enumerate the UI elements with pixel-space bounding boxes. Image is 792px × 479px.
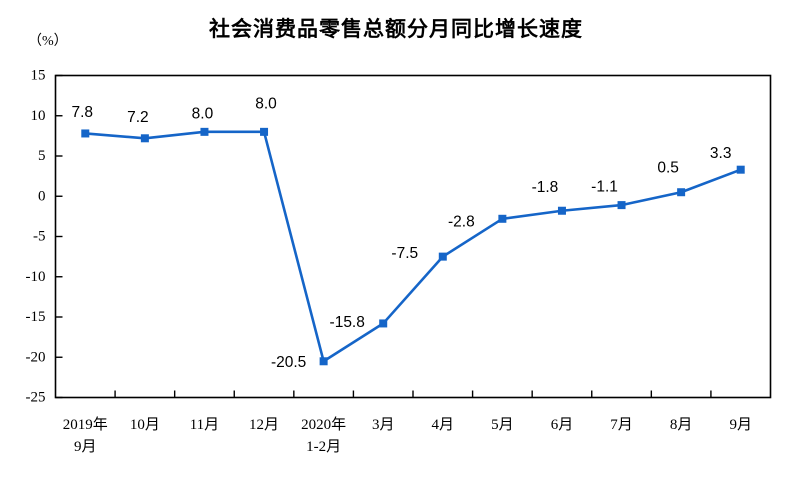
x-axis-category-label: 4月 [432,417,455,433]
data-point-label: -7.5 [391,245,418,262]
x-axis-category-label: 12月 [249,417,279,433]
data-point-marker [677,188,686,197]
data-point-label: 8.0 [255,95,277,112]
x-axis-category-label: 11月 [190,417,219,433]
x-axis-category-label: 2020年 [301,416,346,433]
data-point-label: -1.8 [532,179,559,196]
data-point-marker [617,201,626,210]
data-point-label: 3.3 [710,145,732,162]
data-point-marker [200,127,209,136]
data-point-marker [736,165,745,174]
data-point-marker [557,206,566,215]
x-axis-category-label: 1-2月 [306,439,341,455]
y-axis-unit-label: （%） [28,34,68,49]
y-axis-tick-label: -5 [33,229,46,245]
x-axis-category-label: 7月 [610,417,633,433]
y-axis-tick-label: -20 [26,349,46,365]
data-point-label: 0.5 [657,160,679,177]
x-axis-category-label: 9月 [729,417,752,433]
data-point-marker [498,214,507,223]
y-axis-tick-label: -10 [26,269,46,285]
data-point-label: 7.8 [72,104,94,121]
data-point-marker [319,357,328,366]
x-axis-category-label: 3月 [372,417,395,433]
data-point-label: 8.0 [192,105,214,122]
data-point-label: -2.8 [448,213,475,230]
data-point-label: -15.8 [330,314,365,331]
data-point-label: 7.2 [127,109,149,126]
y-axis-tick-label: -15 [26,309,46,325]
data-point-marker [260,127,269,136]
x-axis-category-label: 8月 [670,417,693,433]
data-point-marker [379,319,388,328]
y-axis-tick-label: -25 [26,390,46,406]
x-axis-category-label: 6月 [551,417,574,433]
chart-title: 社会消费品零售总额分月同比增长速度 [209,18,583,41]
data-point-marker [140,134,149,143]
y-axis-tick-label: 5 [38,148,46,164]
data-point-marker [438,252,447,261]
plot-area-border [54,74,772,399]
x-axis-category-label: 10月 [130,417,160,433]
data-point-label: -1.1 [591,179,618,196]
y-axis-tick-label: 10 [31,108,46,124]
x-axis-category-label: 5月 [491,417,514,433]
data-point-label: -20.5 [271,354,306,371]
x-axis-category-label: 9月 [74,439,97,455]
y-axis-tick-label: 15 [31,68,46,84]
data-line-series [85,130,742,363]
x-axis-category-label: 2019年 [63,416,108,433]
data-point-marker [81,129,90,138]
y-axis-tick-label: 0 [38,188,46,204]
